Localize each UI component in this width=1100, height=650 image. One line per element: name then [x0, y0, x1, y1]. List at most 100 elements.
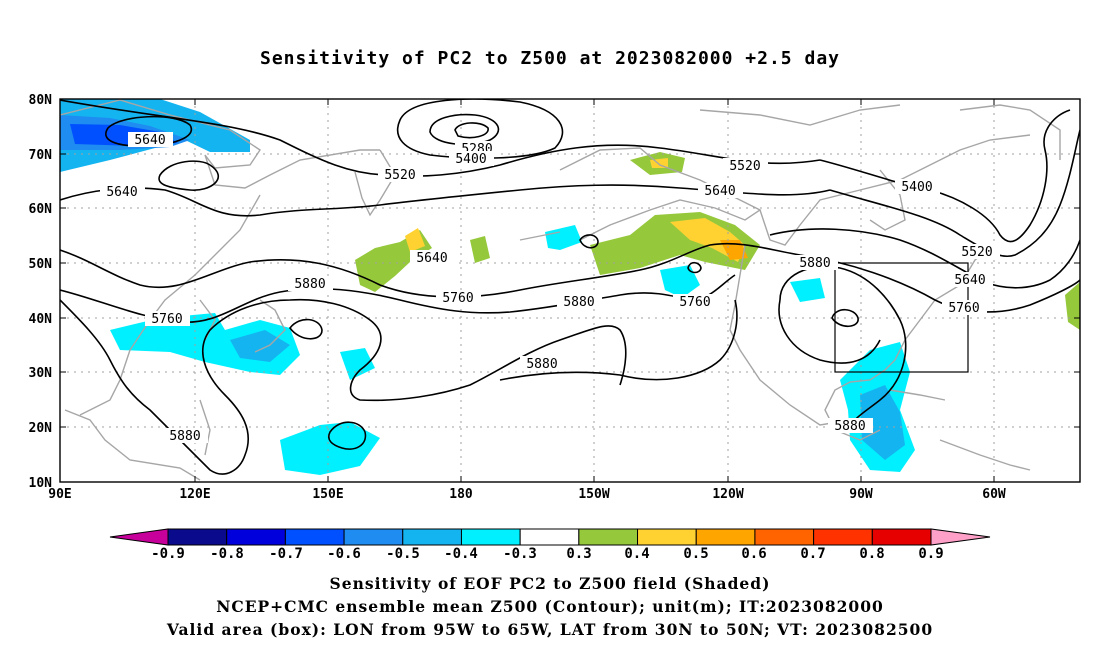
contour-label-5880-subtropics: 5880: [526, 357, 557, 372]
contour-label-5880-central: 5880: [563, 295, 594, 310]
coastline-north-america-east: [884, 244, 996, 371]
contour-5520: [60, 99, 821, 191]
colorbar-cell: [637, 528, 697, 546]
contour-label-5640-central: 5640: [704, 184, 735, 199]
contour-label-5760-central: 5760: [442, 291, 473, 306]
contour-5880-loop-b: [327, 421, 367, 450]
colorbar-cell: [871, 528, 932, 546]
plot-frame: [59, 98, 1081, 483]
negative-shading-west-pacific-b: [230, 330, 290, 362]
contour-label-5760-west: 5760: [151, 312, 182, 327]
gridlines: [60, 99, 1080, 482]
contour-label-5520-atlantic: 5520: [961, 245, 992, 260]
negative-shading-north-pacific: [545, 225, 582, 250]
coastline-philippines: [199, 399, 211, 456]
colorbar-tick-label: -0.4: [444, 546, 478, 562]
contour-label-5880-west: 5880: [294, 277, 325, 292]
contour-label-5520-east: 5520: [729, 159, 760, 174]
contour-label-5760-atlantic: 5760: [948, 301, 979, 316]
lon-label-90e: 90E: [48, 487, 71, 502]
contour-label-5880-caribbean: 5880: [834, 419, 865, 434]
colorbar-tick-label: 0.3: [566, 546, 591, 562]
colorbar-tick-label: -0.8: [210, 546, 244, 562]
contour-5520-east: [829, 129, 1080, 257]
caption-shading: Sensitivity of EOF PC2 to Z500 field (Sh…: [329, 574, 771, 593]
colorbar: -0.9 -0.8 -0.7 -0.6 -0.5 -0.4 -0.3 0.3 0…: [109, 528, 991, 562]
coastline-hudson-bay: [869, 169, 906, 231]
colorbar-cell: [167, 528, 228, 546]
coastline-south-america: [939, 439, 1031, 471]
contour-labels: 5640 5280 5400 5520 5640 5520 5640 5400 …: [100, 132, 1000, 444]
colorbar-cell: [226, 528, 286, 546]
colorbar-cell: [813, 528, 873, 546]
contour-5640-north: [60, 184, 831, 217]
contour-label-5400-west: 5400: [455, 152, 486, 167]
contour-5280-inner: [454, 122, 489, 139]
colorbar-cell: [578, 528, 639, 546]
negative-shading-west-pacific-d: [340, 348, 375, 380]
colorbar-tick-label: 0.9: [918, 546, 943, 562]
coastline-southeast-asia: [64, 409, 201, 481]
contour-5880-inner-atlantic: [778, 299, 881, 364]
positive-shading-dateline-core: [405, 228, 425, 252]
contour-label-5640-atlantic: 5640: [954, 273, 985, 288]
contour-5880-loop-c: [579, 234, 599, 249]
negative-shading-atlantic: [790, 278, 825, 302]
lat-label-80n: 80N: [29, 93, 53, 108]
colorbar-tick-label: -0.6: [327, 546, 361, 562]
contour-5400-east: [819, 109, 1071, 243]
lat-label-20n: 20N: [29, 421, 53, 436]
contour-5880-loop-d: [687, 261, 702, 274]
contour-5760-main: [60, 242, 1080, 313]
contour-label-5400-east: 5400: [901, 180, 932, 195]
colorbar-tick-label: 0.4: [624, 546, 649, 562]
contour-5280: [429, 113, 500, 146]
tick-marks: [60, 99, 1080, 482]
lat-label-10n: 10N: [29, 476, 53, 491]
colorbar-tick-label: -0.9: [151, 546, 185, 562]
contour-5880-loop-e: [831, 308, 859, 328]
caption-contour: NCEP+CMC ensemble mean Z500 (Contour); u…: [216, 597, 884, 616]
longitude-labels: 90E 120E 150E 180 150W 120W 90W 60W: [48, 487, 1006, 502]
positive-shading-dateline-east: [470, 236, 490, 263]
contour-label-5640-arctic: 5640: [134, 133, 165, 148]
lat-label-40n: 40N: [29, 312, 53, 327]
coastline-japan: [254, 299, 286, 353]
contour-label-5640-dateline: 5640: [416, 251, 447, 266]
contour-label-5760-northeast-pacific: 5760: [679, 295, 710, 310]
coastline-north-america-west: [729, 244, 851, 426]
colorbar-cell: [695, 528, 756, 546]
coastline-aleutians: [519, 231, 561, 241]
coastline-asia-east: [79, 194, 261, 416]
contour-5880-central: [499, 299, 738, 381]
colorbar-tick-label: -0.5: [386, 546, 420, 562]
caption-valid-area: Valid area (box): LON from 95W to 65W, L…: [166, 620, 934, 639]
lon-label-90w: 90W: [849, 487, 873, 502]
negative-shading-ne-pacific: [660, 265, 700, 298]
coastline-canada: [759, 134, 1031, 246]
lat-label-60n: 60N: [29, 202, 53, 217]
coastline-cuba: [889, 389, 946, 401]
colorbar-tick-label: -0.7: [269, 546, 303, 562]
lon-label-180: 180: [449, 487, 473, 502]
lat-label-30n: 30N: [29, 366, 53, 381]
negative-shading-caribbean-core: [860, 385, 905, 460]
colorbar-cell: [460, 528, 521, 546]
lat-label-70n: 70N: [29, 148, 53, 163]
colorbar-cell: [519, 528, 580, 546]
negative-shading-west-pacific-c: [280, 422, 380, 475]
coastline-siberia: [60, 99, 380, 189]
lon-label-60w: 60W: [982, 487, 1006, 502]
colorbar-tick-label: -0.3: [503, 546, 537, 562]
page-title: Sensitivity of PC2 to Z500 at 2023082000…: [259, 48, 840, 69]
colorbar-low-extension: [109, 528, 169, 546]
lon-label-150w: 150W: [578, 487, 609, 502]
contour-label-5640-northwest: 5640: [106, 185, 137, 200]
contour-5640-arctic: [105, 115, 193, 147]
colorbar-tick-labels: -0.9 -0.8 -0.7 -0.6 -0.5 -0.4 -0.3 0.3 0…: [151, 546, 944, 562]
colorbar-cell: [754, 528, 815, 546]
valid-area-box: [834, 262, 969, 373]
colorbar-cell: [343, 528, 404, 546]
colorbar-tick-label: 0.7: [800, 546, 825, 562]
